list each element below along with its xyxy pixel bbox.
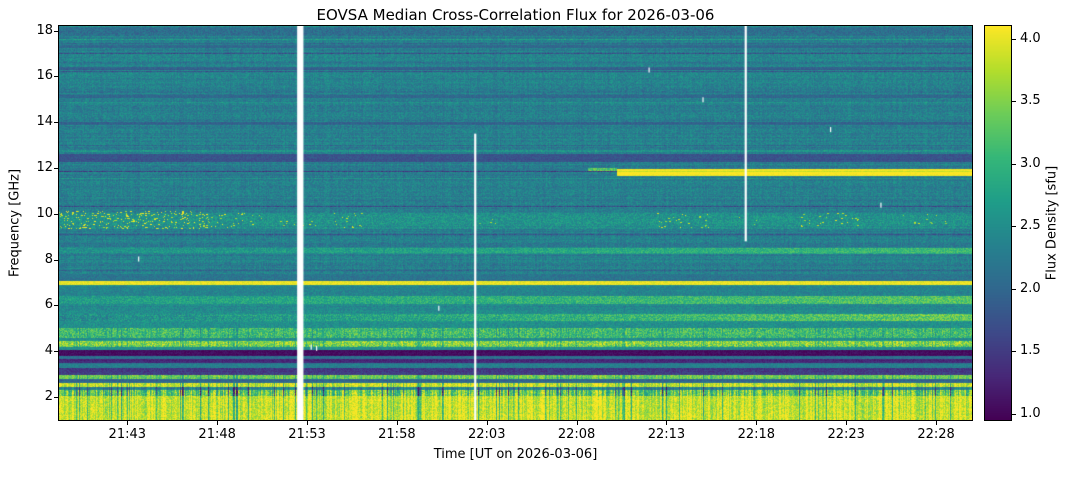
x-tick-mark [576, 421, 578, 425]
x-tick-mark [846, 421, 848, 425]
x-tick-mark [127, 421, 129, 425]
y-tick-mark [54, 351, 58, 353]
colorbar-tick-label: 3.5 [1020, 93, 1041, 109]
x-tick-label: 22:03 [468, 427, 506, 442]
x-tick-label: 21:43 [108, 427, 147, 442]
colorbar-tick-mark [1012, 38, 1016, 40]
y-tick-label: 8 [44, 251, 53, 267]
y-tick-mark [54, 30, 58, 32]
y-tick-label: 4 [44, 343, 53, 359]
y-tick-label: 14 [36, 114, 53, 130]
plot-area [58, 25, 973, 421]
spectrogram-heatmap [59, 26, 972, 420]
y-tick-mark [54, 305, 58, 307]
x-tick-mark [217, 421, 219, 425]
x-tick-label: 22:18 [737, 427, 776, 442]
x-tick-label: 22:23 [827, 427, 865, 442]
colorbar-tick-label: 4.0 [1020, 30, 1041, 46]
colorbar-gradient [985, 26, 1011, 420]
colorbar-tick-mark [1012, 288, 1016, 290]
x-tick-label: 21:58 [378, 427, 416, 442]
colorbar-tick-label: 1.0 [1020, 405, 1041, 421]
y-tick-label: 12 [36, 160, 53, 176]
x-tick-label: 21:53 [288, 427, 326, 442]
x-tick-label: 21:48 [198, 427, 236, 442]
x-tick-mark [756, 421, 758, 425]
x-tick-mark [307, 421, 309, 425]
y-tick-mark [54, 122, 58, 124]
x-axis-label: Time [UT on 2026-03-06] [433, 447, 598, 462]
colorbar-tick-mark [1012, 351, 1016, 353]
colorbar-tick-label: 3.0 [1020, 155, 1041, 171]
x-tick-label: 22:28 [917, 427, 955, 442]
x-tick-label: 22:13 [647, 427, 686, 442]
colorbar [984, 25, 1012, 421]
colorbar-tick-label: 1.5 [1020, 343, 1041, 359]
x-tick-mark [486, 421, 488, 425]
x-tick-mark [936, 421, 938, 425]
colorbar-tick-label: 2.5 [1020, 218, 1041, 234]
colorbar-tick-mark [1012, 226, 1016, 228]
colorbar-tick-mark [1012, 101, 1016, 103]
chart-title: EOVSA Median Cross-Correlation Flux for … [316, 6, 715, 24]
y-tick-label: 6 [44, 297, 53, 313]
colorbar-tick-mark [1012, 413, 1016, 415]
x-tick-mark [666, 421, 668, 425]
y-tick-label: 18 [36, 22, 53, 38]
y-tick-mark [54, 397, 58, 399]
y-tick-label: 10 [36, 205, 53, 221]
y-tick-mark [54, 168, 58, 170]
y-tick-mark [54, 213, 58, 215]
colorbar-tick-mark [1012, 163, 1016, 165]
x-tick-mark [396, 421, 398, 425]
y-tick-mark [54, 259, 58, 261]
x-tick-label: 22:08 [557, 427, 596, 442]
y-tick-label: 2 [44, 389, 53, 405]
y-tick-label: 16 [36, 68, 53, 84]
y-tick-mark [54, 76, 58, 78]
colorbar-tick-label: 2.0 [1020, 280, 1041, 296]
